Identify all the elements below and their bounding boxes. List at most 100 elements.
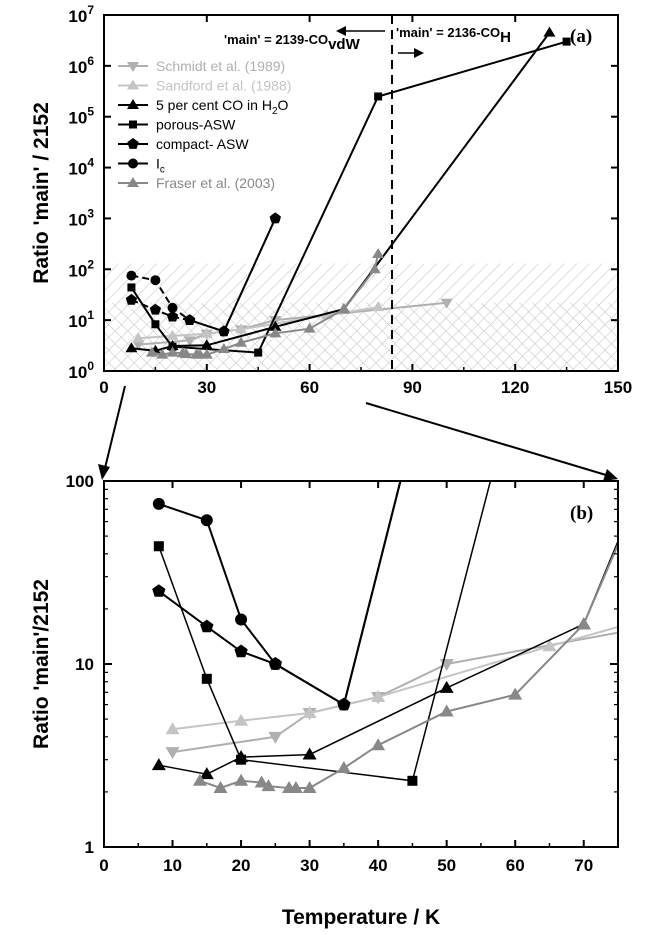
data-point — [199, 767, 214, 780]
x-tick-label: 30 — [197, 378, 216, 397]
data-point — [407, 775, 418, 786]
series-line — [158, 481, 492, 782]
x-tick-label: 60 — [300, 378, 319, 397]
legend: Schmidt et al. (1989) Sandford et al. (19… — [118, 58, 291, 191]
data-point — [153, 541, 164, 552]
data-point — [235, 613, 248, 626]
data-point — [165, 722, 180, 735]
data-point — [151, 320, 160, 329]
data-point — [149, 303, 162, 315]
legend-swatch-marker — [127, 138, 139, 149]
annotation-vdw: 'main' = 2139-COvdW — [224, 32, 361, 53]
legend-item-ic: Ic — [118, 156, 165, 176]
legend-item-porous-asw: porous-ASW — [118, 117, 236, 133]
annotation-arrowhead-right — [414, 48, 424, 58]
data-point — [218, 326, 229, 337]
series-ic — [152, 481, 402, 711]
zoom-arrowhead-left — [98, 464, 110, 480]
data-point — [439, 680, 454, 693]
zoom-arrowhead-right — [603, 469, 618, 481]
legend-item-compact-asw: compact- ASW — [118, 136, 249, 152]
data-point — [562, 37, 571, 46]
y-tick-label: 100 — [68, 359, 94, 382]
series-line — [172, 631, 618, 754]
panel-b: 0 10 20 30 40 50 60 70 1 10 100 (b) Ratio 'main'/2… — [30, 419, 659, 929]
data-point — [336, 761, 351, 774]
data-point — [126, 270, 137, 281]
data-point — [645, 419, 659, 431]
legend-item-5-per-cent-co-in-h2: 5 per cent CO in H2O — [118, 97, 289, 117]
zoom-arrow-right — [365, 402, 607, 476]
y-axis-title-b: Ratio 'main'/2152 — [30, 579, 53, 749]
data-point — [439, 704, 454, 717]
data-point — [576, 617, 591, 630]
data-point — [268, 731, 283, 744]
data-point — [508, 687, 523, 700]
data-point — [254, 348, 263, 357]
data-point — [152, 584, 166, 597]
legend-swatch-marker — [127, 79, 139, 90]
data-point — [132, 332, 145, 343]
y-axis-title-a: Ratio 'main' / 2152 — [30, 102, 53, 284]
legend-swatch-marker — [128, 158, 138, 169]
data-point — [371, 690, 386, 703]
data-point — [254, 775, 269, 788]
data-point — [645, 610, 659, 622]
x-tick-label: 40 — [369, 856, 388, 875]
legend-label: porous-ASW — [156, 117, 236, 133]
data-point — [156, 348, 169, 359]
data-point — [166, 310, 179, 322]
data-point — [152, 497, 165, 510]
y-tick-label: 100 — [66, 472, 94, 491]
legend-swatch-marker — [127, 62, 139, 72]
data-point — [180, 348, 193, 359]
series-line — [130, 40, 567, 354]
legend-label: compact- ASW — [156, 136, 249, 152]
data-point — [372, 301, 385, 312]
annotation-arrowhead-left — [336, 26, 346, 36]
panel-a: 0 30 60 90 120 150 100 101 102 103 104 105 106 107 'm… — [30, 3, 632, 397]
data-point — [269, 327, 282, 338]
data-point — [192, 773, 207, 786]
y-tick-label: 106 — [68, 54, 94, 77]
legend-swatch-marker — [129, 120, 137, 129]
data-point — [166, 329, 179, 340]
y-tick-label: 103 — [68, 206, 94, 229]
data-point — [200, 327, 213, 338]
data-point — [213, 781, 228, 794]
data-point — [200, 348, 213, 359]
x-tick-label: 0 — [99, 378, 108, 397]
legend-swatch-marker — [127, 177, 139, 187]
x-axis-title-b: Temperature / K — [282, 906, 440, 929]
y-tick-label: 102 — [68, 257, 94, 280]
series-fraser-et-al-2003 — [145, 247, 385, 359]
data-point — [269, 320, 282, 331]
data-point — [288, 781, 303, 794]
data-point — [234, 773, 249, 786]
series-line — [172, 625, 618, 731]
x-tick-label: 10 — [163, 856, 182, 875]
series-ic — [126, 213, 281, 337]
data-point — [372, 247, 385, 258]
panel-a-tag: (a) — [570, 26, 592, 47]
series-line — [131, 217, 277, 333]
data-point — [235, 323, 248, 334]
data-point — [302, 705, 317, 718]
y-tick-label: 107 — [68, 3, 94, 26]
x-tick-label: 0 — [99, 856, 108, 875]
data-point — [235, 336, 248, 347]
legend-label: Sandford et al. (1988) — [156, 78, 291, 94]
data-point — [217, 343, 230, 354]
y-tick-label: 104 — [68, 156, 94, 179]
data-point — [166, 346, 179, 357]
data-point — [165, 747, 180, 760]
x-tick-label: 20 — [232, 856, 251, 875]
data-point — [270, 213, 281, 224]
data-point — [234, 713, 249, 726]
x-tick-label: 70 — [574, 856, 593, 875]
legend-label: Schmidt et al. (1989) — [156, 58, 285, 74]
legend-item-fraser-et-al-2003: Fraser et al. (2003) — [118, 175, 275, 191]
data-point — [184, 315, 195, 326]
data-point — [302, 781, 317, 794]
